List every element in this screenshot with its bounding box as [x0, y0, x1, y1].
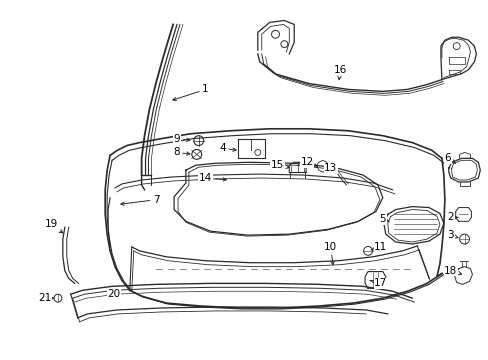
Text: 9: 9	[173, 134, 189, 144]
Text: 14: 14	[199, 173, 226, 183]
Text: 6: 6	[444, 153, 454, 163]
Text: 13: 13	[324, 163, 337, 173]
Text: 1: 1	[172, 84, 208, 100]
Text: 11: 11	[370, 242, 386, 252]
Text: 7: 7	[121, 195, 160, 205]
Text: 20: 20	[107, 289, 121, 299]
Text: 19: 19	[44, 219, 62, 233]
Text: 16: 16	[333, 65, 346, 80]
Text: 2: 2	[447, 212, 457, 222]
Text: 3: 3	[447, 230, 457, 240]
Text: 4: 4	[219, 144, 236, 153]
Text: 21: 21	[39, 293, 54, 303]
Text: 17: 17	[370, 278, 386, 288]
Text: 18: 18	[443, 266, 461, 276]
Text: 12: 12	[300, 157, 317, 167]
Text: 15: 15	[270, 160, 289, 170]
Text: 8: 8	[172, 148, 189, 157]
Text: 10: 10	[324, 242, 337, 265]
Text: 5: 5	[379, 215, 388, 224]
